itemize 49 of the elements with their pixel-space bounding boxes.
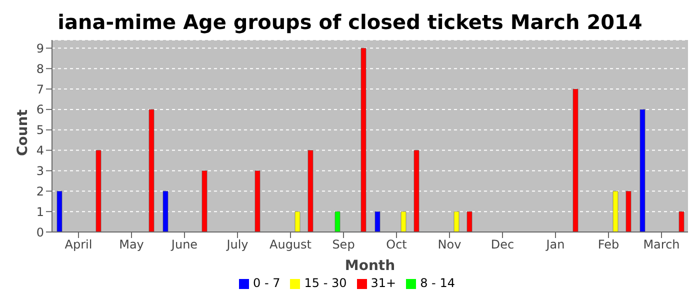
x-tick-label: May [119,238,144,252]
bar [56,191,62,232]
x-tick-label: July [226,238,248,252]
bar [640,109,646,232]
y-tick-label: 0 [36,225,44,240]
y-tick-label: 6 [36,102,44,117]
bar [334,211,340,232]
y-tick-label: 1 [36,204,44,219]
bar [400,211,406,232]
bar [202,170,208,232]
bar [612,191,618,232]
x-tick-label: August [270,238,312,252]
y-tick-label: 4 [36,144,44,158]
x-axis-title: Month [344,258,396,274]
bar [162,191,168,232]
bar [454,211,460,232]
bar [626,191,632,232]
x-tick-label: Jan [545,238,565,252]
bar [360,48,366,232]
x-tick-label: Dec [490,238,514,252]
x-tick-label: March [643,238,680,252]
y-tick-label: 2 [36,184,44,198]
bar [374,211,380,232]
bar [148,109,154,232]
x-tick-label: Feb [598,238,620,252]
x-tick-label: Sep [332,238,355,252]
legend-label: 8 - 14 [420,276,455,290]
x-tick-label: June [170,238,198,252]
x-tick-label: Oct [386,238,408,252]
chart-title: iana-mime Age groups of closed tickets March 2014 [56,9,644,36]
bar [254,170,260,232]
y-tick-label: 3 [36,164,44,178]
y-tick-label: 7 [36,82,44,96]
bar [678,211,684,232]
x-tick-label: April [64,238,92,252]
y-tick-label: 9 [36,41,44,56]
y-axis-title: Count [14,109,31,156]
legend-label: 15 - 30 [304,276,347,290]
legend-label: 0 - 7 [253,276,280,290]
legend-label: 31+ [370,276,396,290]
bar [96,150,102,232]
bar [308,150,314,232]
bar [294,211,300,232]
bar [572,88,578,232]
y-tick-label: 5 [36,123,44,138]
bar [414,150,420,232]
x-tick-label: Nov [438,238,462,252]
y-tick-label: 8 [36,62,44,76]
bar [466,211,472,232]
